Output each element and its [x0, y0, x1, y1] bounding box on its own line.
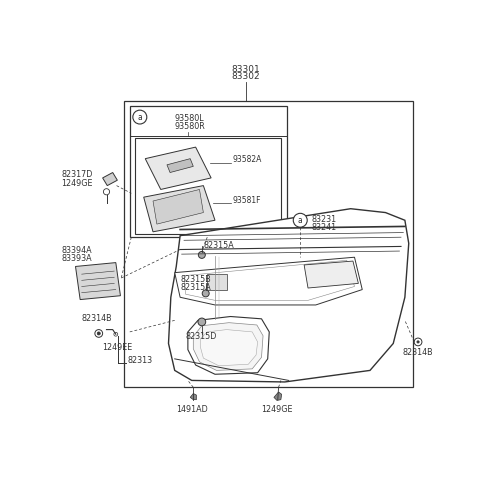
Text: 1249GE: 1249GE — [61, 179, 93, 188]
Text: 1491AD: 1491AD — [176, 405, 208, 414]
Circle shape — [103, 189, 109, 195]
Text: 82314B: 82314B — [82, 314, 112, 323]
Polygon shape — [153, 189, 204, 224]
Polygon shape — [188, 317, 269, 374]
Polygon shape — [103, 173, 117, 185]
Text: 82315A: 82315A — [180, 284, 211, 292]
Text: 82317D: 82317D — [61, 170, 93, 179]
Polygon shape — [193, 323, 263, 370]
Circle shape — [414, 338, 422, 346]
Text: 82314B: 82314B — [403, 348, 433, 357]
Polygon shape — [190, 393, 196, 400]
Circle shape — [417, 341, 419, 343]
Circle shape — [95, 329, 103, 337]
Text: 83393A: 83393A — [61, 254, 92, 263]
Circle shape — [97, 332, 100, 335]
Text: 93580R: 93580R — [175, 122, 205, 131]
Text: 83241: 83241 — [312, 224, 337, 232]
Bar — [135, 138, 281, 234]
Circle shape — [198, 251, 205, 258]
Text: 82315A: 82315A — [204, 241, 234, 250]
Circle shape — [133, 110, 147, 124]
Text: 83231: 83231 — [312, 215, 337, 224]
Text: 82315B: 82315B — [180, 275, 211, 284]
Text: 93581F: 93581F — [232, 196, 261, 205]
Polygon shape — [274, 392, 282, 401]
Bar — [124, 101, 413, 387]
Polygon shape — [168, 209, 409, 382]
Bar — [207, 274, 227, 289]
Polygon shape — [75, 263, 120, 300]
Circle shape — [114, 332, 118, 336]
Polygon shape — [144, 185, 215, 232]
Text: 82315D: 82315D — [186, 332, 217, 341]
Text: 82313: 82313 — [127, 356, 153, 365]
Circle shape — [202, 290, 209, 297]
Text: a: a — [137, 113, 142, 122]
Polygon shape — [304, 261, 359, 288]
Polygon shape — [175, 257, 362, 305]
Polygon shape — [200, 329, 258, 366]
Text: 1249EE: 1249EE — [103, 344, 133, 352]
Text: 83301: 83301 — [232, 65, 260, 74]
Circle shape — [198, 318, 206, 326]
Polygon shape — [145, 147, 211, 189]
Text: 1249GE: 1249GE — [261, 405, 293, 414]
Text: 93582A: 93582A — [232, 155, 262, 164]
Text: 93580L: 93580L — [175, 114, 204, 123]
Bar — [130, 106, 287, 237]
Text: 83302: 83302 — [232, 72, 260, 81]
Text: a: a — [298, 216, 302, 225]
Text: 83394A: 83394A — [61, 245, 92, 255]
Polygon shape — [167, 159, 193, 173]
Circle shape — [293, 213, 307, 227]
Polygon shape — [184, 260, 355, 300]
